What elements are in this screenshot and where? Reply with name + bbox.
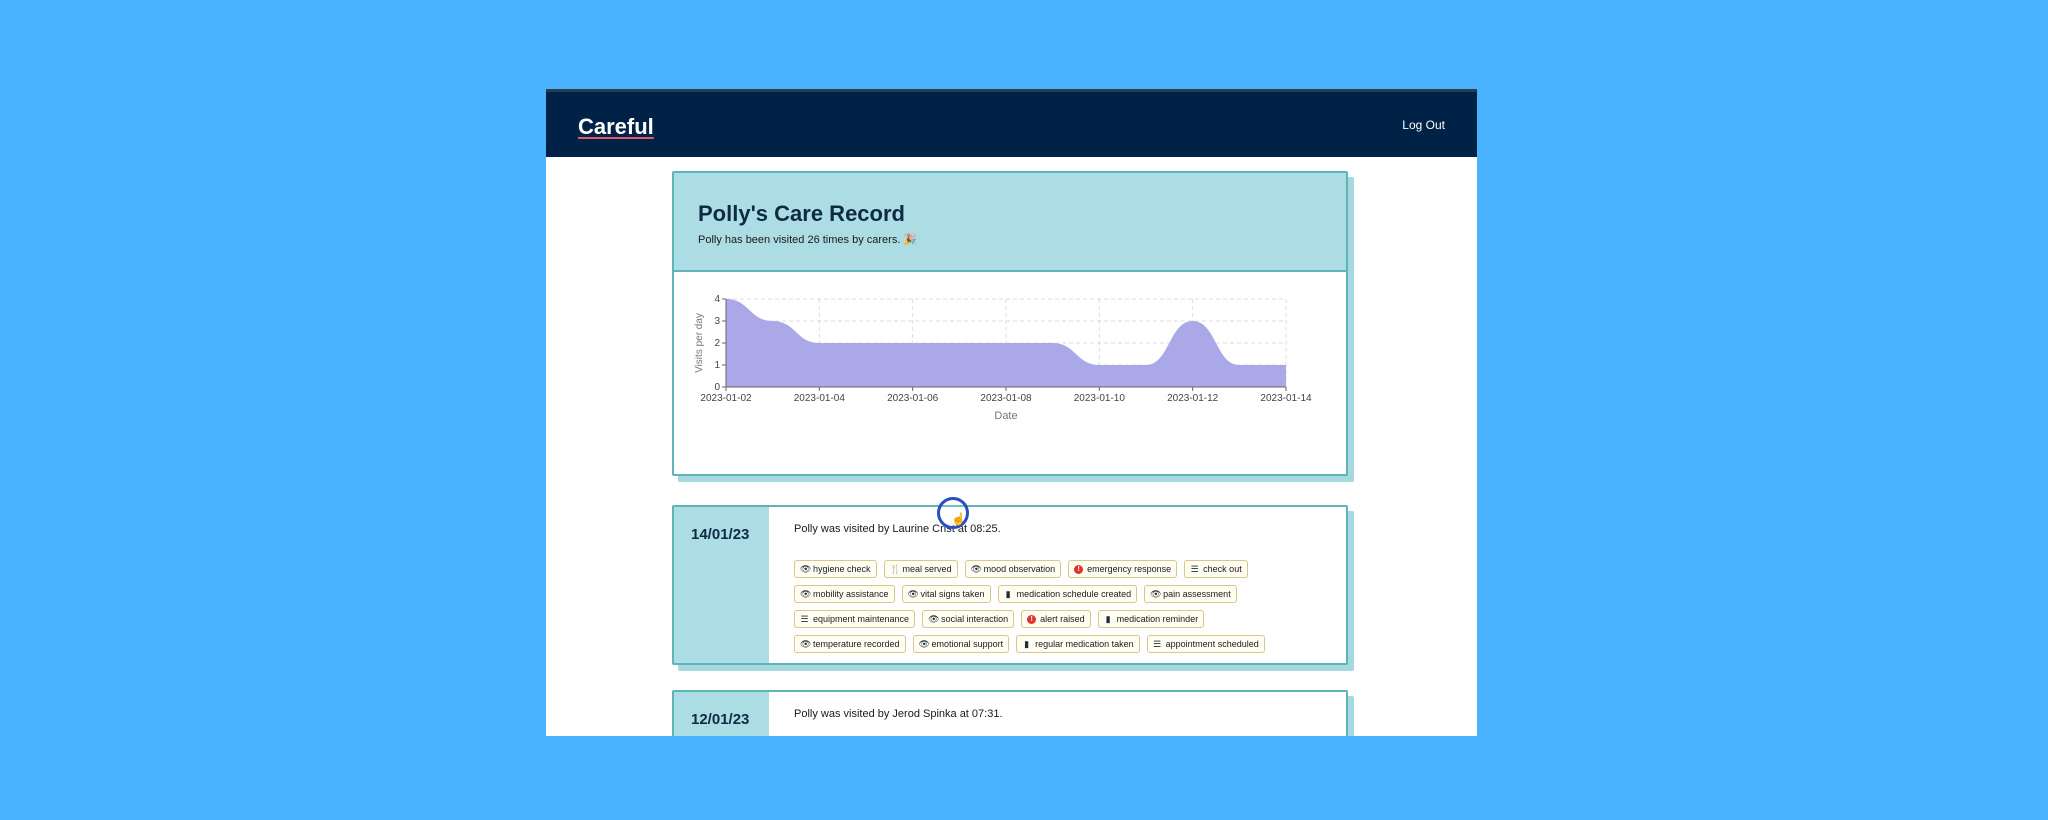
app-window: Careful Log Out Polly's Care Record Poll… (546, 89, 1477, 736)
y-tick-label: 0 (714, 382, 720, 393)
y-tick-label: 1 (714, 360, 720, 371)
x-tick-label: 2023-01-06 (887, 393, 939, 404)
eye-icon: 👁 (928, 614, 940, 624)
care-record-header: Polly's Care Record Polly has been visit… (674, 173, 1346, 272)
visit-body: Polly was visited by Laurine Crist at 08… (794, 523, 1326, 653)
visit-summary: Polly has been visited 26 times by carer… (698, 234, 918, 246)
activity-tag: 👁 hygiene check (794, 560, 877, 578)
x-tick-label: 2023-01-08 (980, 393, 1032, 404)
brand-logo[interactable]: Careful (578, 114, 654, 139)
list-icon: ☰ (800, 614, 809, 624)
activity-tag: ▮ medication schedule created (997, 585, 1138, 603)
activity-tag: ▮ regular medication taken (1016, 635, 1140, 653)
activity-tag-label: hygiene check (813, 564, 871, 574)
visit-date-column: 12/01/23 (674, 692, 769, 736)
eye-icon: 👁 (970, 564, 983, 574)
y-axis-label: Visits per day (694, 313, 705, 373)
x-tick-label: 2023-01-04 (794, 393, 846, 404)
visit-card: 14/01/23 Polly was visited by Laurine Cr… (672, 505, 1348, 665)
visit-date: 12/01/23 (691, 711, 750, 728)
eye-icon: 👁 (800, 639, 812, 649)
list-icon: ☰ (1153, 639, 1162, 649)
x-axis-label: Date (994, 410, 1017, 422)
activity-tag: 👁 emotional support (912, 635, 1010, 653)
eye-icon: 👁 (1150, 589, 1162, 599)
activity-tag-label: emergency response (1087, 564, 1172, 574)
activity-tag-label: emotional support (931, 639, 1004, 649)
visits-area (726, 299, 1286, 387)
care-record-card: Polly's Care Record Polly has been visit… (672, 171, 1348, 476)
logout-link[interactable]: Log Out (1402, 118, 1445, 132)
activity-tag-label: meal served (902, 564, 952, 574)
activity-tag: 👁 vital signs taken (901, 585, 991, 603)
activity-tag-label: equipment maintenance (813, 614, 910, 624)
activity-tag: 👁 mood observation (964, 560, 1062, 578)
activity-tag-label: check out (1203, 564, 1242, 574)
activity-tag: ! alert raised (1021, 610, 1091, 628)
activity-tag-label: vital signs taken (920, 589, 985, 599)
y-tick-label: 4 (714, 294, 720, 305)
activity-tag: 👁 temperature recorded (794, 635, 906, 653)
visits-chart-svg: 0 1 2 3 4 2023-01-02 2023-01-04 2023-01-06 2023-… (694, 294, 1312, 422)
visit-card: 12/01/23 Polly was visited by Jerod Spin… (672, 690, 1348, 736)
navbar: Careful Log Out (546, 89, 1477, 157)
activity-tag: 👁 mobility assistance (794, 585, 895, 603)
pill-bottle-icon: ▮ (1105, 614, 1111, 624)
eye-icon: 👁 (800, 589, 812, 599)
x-tick-label: 2023-01-14 (1260, 393, 1312, 404)
activity-tag: ▮ medication reminder (1097, 610, 1205, 628)
pill-bottle-icon: ▮ (1024, 639, 1030, 649)
y-tick-label: 3 (714, 316, 720, 327)
activity-tag: ☰ equipment maintenance (794, 610, 916, 628)
activity-tag-label: alert raised (1040, 614, 1085, 624)
activity-tag: 🍴 meal served (883, 560, 958, 578)
visits-chart: 0 1 2 3 4 2023-01-02 2023-01-04 2023-01-06 2023-… (674, 272, 1346, 474)
eye-icon: 👁 (918, 639, 930, 649)
visit-description: Polly was visited by Jerod Spinka at 07:… (794, 708, 1003, 720)
list-icon: ☰ (1190, 564, 1199, 574)
activity-tag-label: mood observation (983, 564, 1056, 574)
x-tick-label: 2023-01-02 (700, 393, 752, 404)
hand-cursor-icon: ☝ (951, 512, 966, 526)
page-title: Polly's Care Record (698, 201, 905, 226)
activity-tag-label: medication reminder (1116, 614, 1199, 624)
x-tick-label: 2023-01-10 (1074, 393, 1126, 404)
x-tick-label: 2023-01-12 (1167, 393, 1219, 404)
alert-icon: ! (1074, 564, 1084, 574)
activity-tag: ! emergency response (1068, 560, 1178, 578)
cursor-highlight-ring (937, 497, 969, 529)
activity-tag-label: medication schedule created (1016, 589, 1132, 599)
activity-tag-label: mobility assistance (813, 589, 889, 599)
activity-tag: ☰ check out (1184, 560, 1248, 578)
visit-date: 14/01/23 (691, 526, 750, 543)
activity-tag: 👁 pain assessment (1144, 585, 1237, 603)
activity-tag-label: social interaction (941, 614, 1009, 624)
activity-tag-label: pain assessment (1163, 589, 1231, 599)
eye-icon: 👁 (907, 589, 919, 599)
visit-tags: 👁 hygiene check 🍴 meal served 👁 mood observat… (794, 560, 1314, 653)
visit-date-column: 14/01/23 (674, 507, 769, 663)
pill-bottle-icon: ▮ (1005, 589, 1011, 599)
alert-icon: ! (1027, 614, 1037, 624)
activity-tag-label: regular medication taken (1035, 639, 1134, 649)
activity-tag: 👁 social interaction (922, 610, 1015, 628)
activity-tag: ☰ appointment scheduled (1146, 635, 1265, 653)
fork-knife-icon: 🍴 (889, 564, 901, 574)
activity-tag-label: appointment scheduled (1165, 639, 1259, 649)
y-tick-label: 2 (714, 338, 720, 349)
eye-icon: 👁 (800, 564, 812, 574)
activity-tag-label: temperature recorded (813, 639, 900, 649)
visit-body: Polly was visited by Jerod Spinka at 07:… (794, 708, 1326, 736)
visit-description: Polly was visited by Laurine Crist at 08… (794, 523, 1001, 535)
